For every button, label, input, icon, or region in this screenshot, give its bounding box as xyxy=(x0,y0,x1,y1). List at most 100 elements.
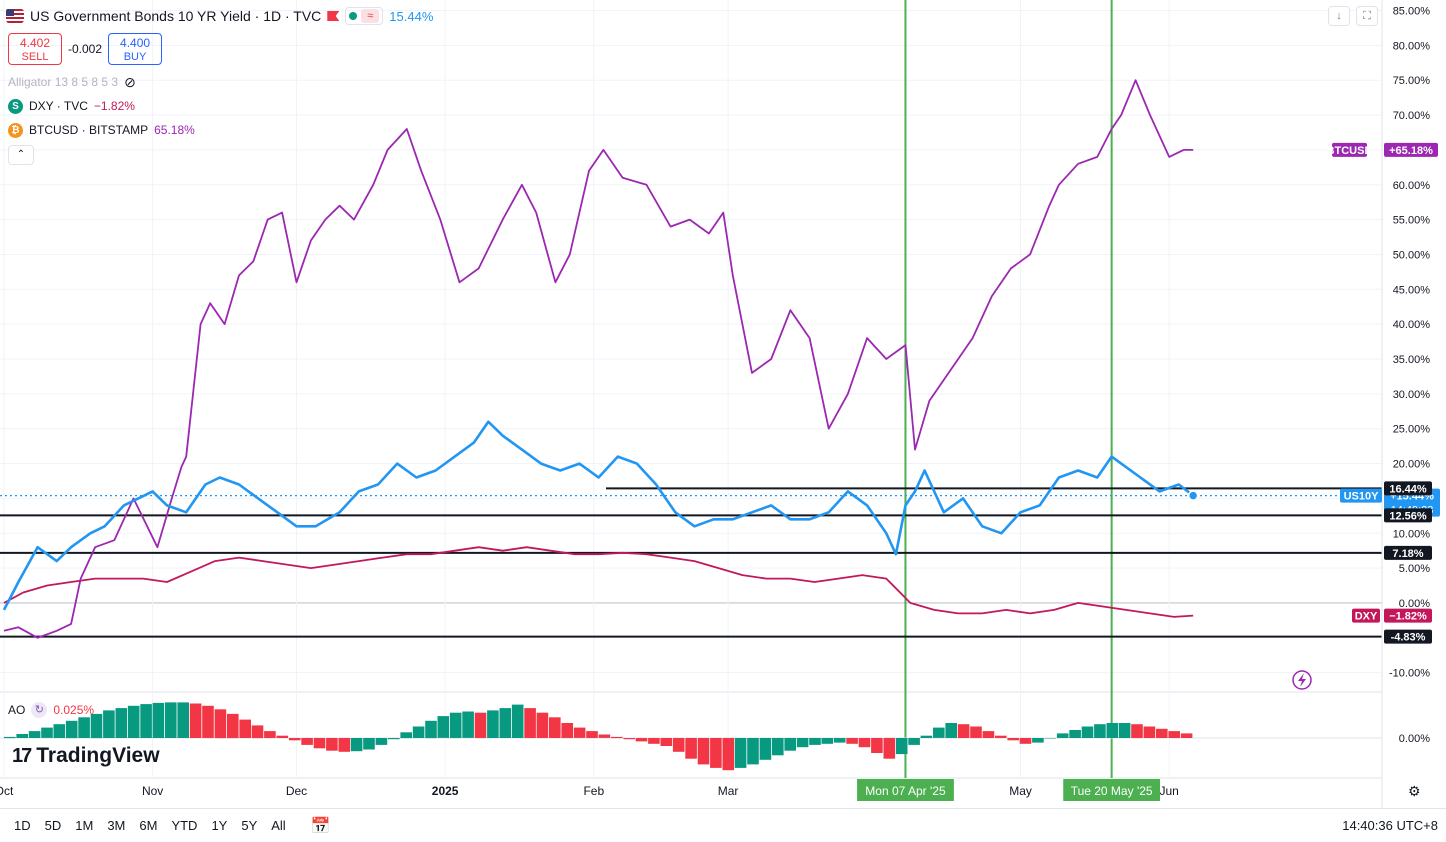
range-ytd[interactable]: YTD xyxy=(171,818,198,833)
legend-indicator[interactable]: Alligator 13 8 5 8 5 3 ⊘ xyxy=(8,73,136,91)
dxy-change: −1.82% xyxy=(93,99,135,113)
ao-bar xyxy=(908,738,920,745)
range-5y[interactable]: 5Y xyxy=(241,818,258,833)
ao-bar xyxy=(573,727,586,738)
hide-eye-icon[interactable]: ⊘ xyxy=(124,73,136,90)
date-marker-tag[interactable]: Tue 20 May '25 xyxy=(1063,779,1161,801)
collapse-legend-button[interactable]: ⌃ xyxy=(8,145,34,165)
ao-bar xyxy=(78,717,90,738)
symbol-title: US Government Bonds 10 YR Yield · 1D · T… xyxy=(30,8,322,24)
ao-bar xyxy=(1069,730,1081,738)
ao-bar xyxy=(957,724,970,738)
ao-bar xyxy=(784,738,796,751)
indicator-name: Alligator 13 8 5 8 5 3 xyxy=(8,75,119,89)
ao-legend[interactable]: AO ↻ 0.025% xyxy=(8,702,94,718)
range-5d[interactable]: 5D xyxy=(44,818,62,833)
ao-histogram xyxy=(0,702,1382,771)
range-1m[interactable]: 1M xyxy=(75,818,94,833)
date-marker-label: Mon 07 Apr '25 xyxy=(865,784,946,798)
us10y-name-tag-bg xyxy=(1340,488,1382,503)
y-tick-label: 5.00% xyxy=(1399,563,1430,575)
ao-bar xyxy=(152,702,165,738)
btc-name: BTCUSD · BITSTAMP xyxy=(29,123,149,137)
ao-bar xyxy=(685,738,697,759)
dxy-name-tag[interactable]: DXY xyxy=(1352,608,1380,623)
ao-bar xyxy=(672,738,685,752)
us10y-series-line[interactable] xyxy=(2,420,1194,611)
lightning-icon[interactable] xyxy=(1292,670,1312,690)
price-axis: 85.00%80.00%75.00%70.00%65.00%60.00%55.0… xyxy=(1381,0,1446,808)
series-labels: BTCUSD+65.18%DXY−1.82%US10Y+15.44%14:49:… xyxy=(857,142,1440,801)
level-tag[interactable]: 12.56% xyxy=(1384,508,1432,523)
symbol-header[interactable]: US Government Bonds 10 YR Yield · 1D · T… xyxy=(6,4,433,28)
dxy-name-tag-bg xyxy=(1352,608,1380,623)
range-all[interactable]: All xyxy=(271,818,286,833)
ao-bar xyxy=(598,734,611,738)
refresh-icon[interactable]: ↻ xyxy=(31,702,48,718)
price-axis-bg xyxy=(1382,0,1446,808)
settings-icon[interactable]: ⚙ xyxy=(1408,783,1421,799)
level-tag[interactable]: 16.44% xyxy=(1384,481,1432,496)
btcusd-series-line[interactable] xyxy=(3,79,1194,639)
ao-bar xyxy=(41,727,53,738)
us10y-name-tag-text: US10Y xyxy=(1344,491,1380,503)
y-tick-label: 30.00% xyxy=(1393,389,1431,401)
x-tick-label: May xyxy=(1009,784,1032,798)
ao-bar xyxy=(189,703,202,738)
tradingview-logo[interactable]: 17 TradingView xyxy=(12,744,160,768)
flag-marker-icon[interactable] xyxy=(327,11,340,21)
ao-value: 0.025% xyxy=(53,703,95,717)
x-tick-label: Feb xyxy=(583,784,604,798)
ao-bar xyxy=(276,735,289,738)
tv-logo-icon: 17 xyxy=(12,744,32,767)
chart-grid xyxy=(0,0,1446,779)
ao-bar xyxy=(53,724,66,738)
ao-bar xyxy=(227,713,239,739)
dxy-value-tag[interactable]: −1.82% xyxy=(1384,608,1432,623)
symbol-change: 15.44% xyxy=(389,8,434,24)
btc-value-tag[interactable]: +65.18% xyxy=(1384,142,1438,157)
x-tick-label: Mar xyxy=(718,784,739,798)
sell-button[interactable]: 4.402 SELL xyxy=(8,33,62,65)
us10y-name-tag[interactable]: US10Y xyxy=(1340,488,1382,503)
ao-bar xyxy=(747,738,759,765)
fullscreen-icon[interactable]: ⛶ xyxy=(1356,6,1378,26)
dxy-series-line[interactable] xyxy=(3,546,1194,618)
x-tick-label: Nov xyxy=(142,784,163,798)
ao-bar xyxy=(326,738,338,751)
range-1y[interactable]: 1Y xyxy=(211,818,228,833)
dxy-value-tag-bg xyxy=(1384,608,1432,623)
level-tag[interactable]: 7.18% xyxy=(1384,545,1432,560)
range-6m[interactable]: 6M xyxy=(139,818,158,833)
y-tick-label: -10.00% xyxy=(1389,668,1430,680)
status-pill[interactable]: ≈ xyxy=(345,7,384,25)
legend-btc[interactable]: ₿ BTCUSD · BITSTAMP 65.18% xyxy=(8,121,195,139)
ao-bar xyxy=(375,738,388,745)
ao-bar xyxy=(945,723,957,738)
ao-bar xyxy=(350,738,363,752)
level-tag[interactable]: -4.83% xyxy=(1384,629,1432,644)
clock[interactable]: 14:40:36 UTC+8 xyxy=(1342,818,1438,833)
level-tag-bg xyxy=(1384,508,1432,523)
ao-bar xyxy=(1106,723,1119,738)
ao-bar xyxy=(734,738,747,768)
buy-button[interactable]: 4.400 BUY xyxy=(108,33,163,65)
ao-bar xyxy=(796,738,809,748)
us10y-last-point[interactable] xyxy=(1187,490,1199,501)
y-tick-label: 35.00% xyxy=(1393,354,1431,366)
ao-bar xyxy=(90,713,103,739)
btc-name-tag[interactable]: BTCUSD xyxy=(1327,142,1373,157)
download-icon[interactable]: ↓ xyxy=(1328,6,1350,26)
calendar-icon[interactable]: 📅 xyxy=(310,817,331,835)
ao-bar xyxy=(1180,733,1193,738)
date-marker-tag[interactable]: Mon 07 Apr '25 xyxy=(857,779,954,801)
legend-dxy[interactable]: S DXY · TVC −1.82% xyxy=(8,97,135,115)
sell-label: SELL xyxy=(21,51,49,63)
range-1d[interactable]: 1D xyxy=(14,818,31,833)
level-tag-bg xyxy=(1384,629,1432,644)
ao-bar xyxy=(1131,724,1143,738)
us-flag-icon xyxy=(6,9,24,23)
ao-bar xyxy=(623,738,635,740)
range-3m[interactable]: 3M xyxy=(107,818,126,833)
